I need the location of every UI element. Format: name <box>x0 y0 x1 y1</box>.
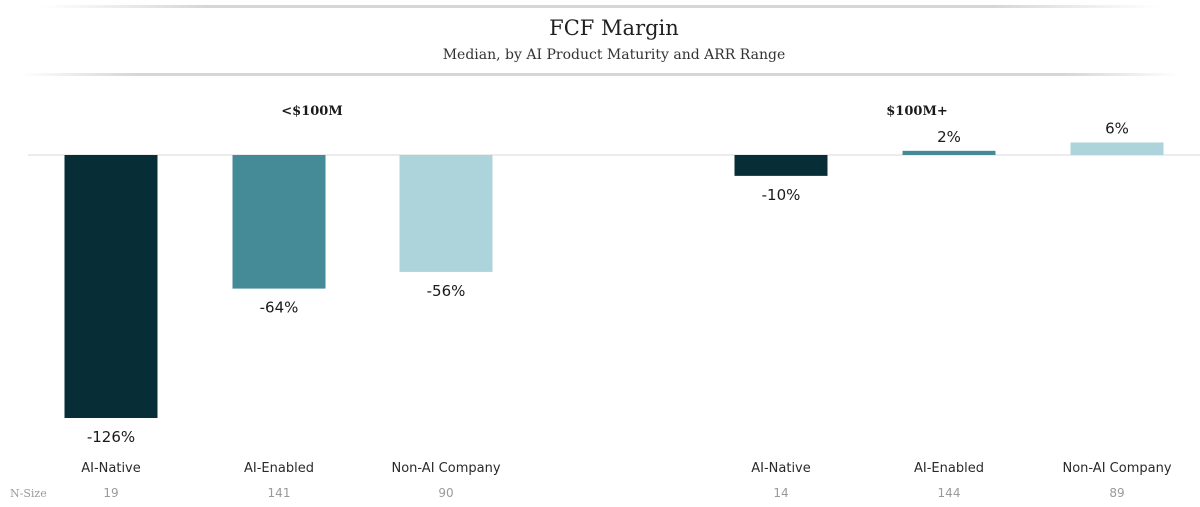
category-label-under-100m-ai-native: AI-Native <box>81 461 141 476</box>
title-divider <box>20 73 1180 76</box>
chart-subtitle: Median, by AI Product Maturity and ARR R… <box>442 47 786 63</box>
top-divider <box>40 5 1160 8</box>
value-label-100m-plus-ai-native: -10% <box>762 186 801 204</box>
bar-under-100m-ai-enabled <box>232 155 326 289</box>
n-size-under-100m-ai-enabled: 141 <box>268 486 291 500</box>
category-label-100m-plus-ai-enabled: AI-Enabled <box>914 461 984 476</box>
bar-under-100m-ai-native <box>64 155 158 418</box>
bar-100m-plus-ai-native <box>734 155 828 176</box>
value-label-under-100m-ai-native: -126% <box>87 428 135 446</box>
n-size-under-100m-non-ai-company: 90 <box>438 486 453 500</box>
chart-title: FCF Margin <box>549 16 679 40</box>
group-label-100m-plus: $100M+ <box>886 104 947 119</box>
bar-under-100m-non-ai-company <box>399 155 493 272</box>
n-size-label: N-Size <box>10 487 47 500</box>
bar-100m-plus-non-ai-company <box>1070 142 1164 155</box>
value-label-under-100m-ai-enabled: -64% <box>260 299 299 317</box>
value-label-100m-plus-ai-enabled: 2% <box>937 128 961 146</box>
value-label-under-100m-non-ai-company: -56% <box>427 282 466 300</box>
n-size-100m-plus-non-ai-company: 89 <box>1109 486 1124 500</box>
n-size-100m-plus-ai-enabled: 144 <box>938 486 961 500</box>
category-label-under-100m-non-ai-company: Non-AI Company <box>391 461 500 476</box>
group-label-under-100m: <$100M <box>281 104 342 119</box>
category-label-under-100m-ai-enabled: AI-Enabled <box>244 461 314 476</box>
category-label-100m-plus-non-ai-company: Non-AI Company <box>1062 461 1171 476</box>
bar-100m-plus-ai-enabled <box>902 150 996 155</box>
value-label-100m-plus-non-ai-company: 6% <box>1105 119 1129 137</box>
n-size-under-100m-ai-native: 19 <box>103 486 118 500</box>
n-size-100m-plus-ai-native: 14 <box>773 486 788 500</box>
category-label-100m-plus-ai-native: AI-Native <box>751 461 811 476</box>
